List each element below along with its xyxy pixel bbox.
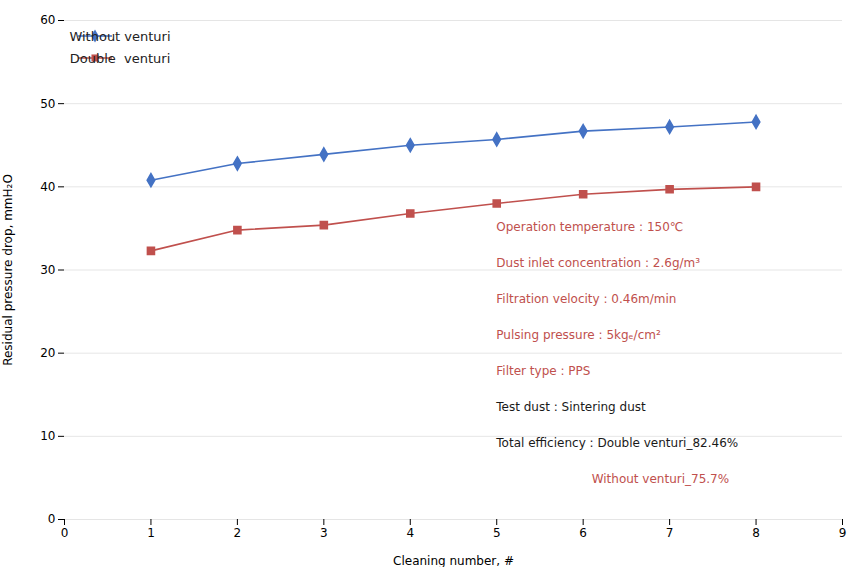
svg-text:Without venturi_75.7%: Without venturi_75.7%: [496, 472, 729, 486]
svg-text:5: 5: [493, 526, 501, 540]
svg-text:Double venturi: Double venturi: [70, 51, 171, 66]
svg-text:1: 1: [147, 526, 155, 540]
svg-text:Filtration velocity : 0.46m/mi: Filtration velocity : 0.46m/min: [496, 292, 676, 306]
svg-text:0: 0: [61, 526, 69, 540]
svg-text:Operation temperature : 150℃: Operation temperature : 150℃: [496, 220, 683, 234]
svg-text:20: 20: [40, 346, 55, 360]
svg-text:40: 40: [40, 180, 55, 194]
svg-text:Filter type : PPS: Filter type : PPS: [496, 364, 590, 378]
svg-text:2: 2: [234, 526, 242, 540]
svg-text:Without venturi: Without venturi: [69, 29, 170, 44]
svg-text:0: 0: [48, 512, 56, 526]
svg-text:Residual pressure drop, mmH₂O: Residual pressure drop, mmH₂O: [1, 174, 15, 366]
svg-text:4: 4: [406, 526, 414, 540]
svg-text:Dust inlet concentration : 2.6: Dust inlet concentration : 2.6g/m³: [496, 256, 700, 270]
svg-text:Test dust : Sintering dust: Test dust : Sintering dust: [495, 400, 646, 414]
svg-text:30: 30: [40, 263, 55, 277]
svg-text:8: 8: [752, 526, 760, 540]
svg-text:10: 10: [40, 429, 55, 443]
svg-text:7: 7: [666, 526, 674, 540]
svg-text:6: 6: [579, 526, 587, 540]
svg-text:3: 3: [320, 526, 328, 540]
svg-text:60: 60: [40, 13, 55, 27]
svg-text:50: 50: [40, 97, 55, 111]
svg-text:9: 9: [839, 526, 847, 540]
svg-text:Cleaning number, #: Cleaning number, #: [393, 554, 514, 567]
svg-text:Total efficiency : Double vent: Total efficiency : Double venturi_82.46%: [495, 436, 738, 450]
svg-text:Pulsing pressure : 5kgₑ/cm²: Pulsing pressure : 5kgₑ/cm²: [496, 328, 661, 342]
